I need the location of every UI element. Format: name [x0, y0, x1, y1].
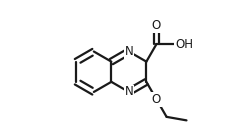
Text: N: N [124, 45, 133, 58]
Text: O: O [152, 19, 161, 32]
Text: N: N [124, 85, 133, 98]
Text: OH: OH [175, 38, 193, 51]
Text: O: O [152, 93, 161, 106]
